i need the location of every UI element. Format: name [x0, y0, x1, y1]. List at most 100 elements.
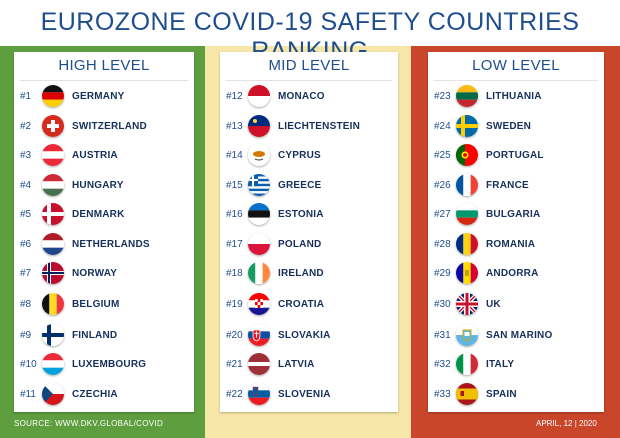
portugal-flag-icon [456, 144, 478, 166]
country-row: #19 CROATIA [220, 293, 398, 319]
country-row: #28 ROMANIA [428, 233, 604, 259]
rank-number: #14 [226, 150, 243, 161]
country-name: ITALY [486, 359, 515, 370]
uk-flag-icon [456, 293, 478, 315]
sweden-flag-icon [456, 115, 478, 137]
country-row: #3 AUSTRIA [14, 144, 194, 170]
country-name: MONACO [278, 91, 325, 102]
estonia-flag-icon [248, 203, 270, 225]
rank-number: #1 [20, 91, 32, 102]
rank-number: #33 [434, 389, 451, 400]
slovenia-flag-icon [248, 383, 270, 405]
country-name: NETHERLANDS [72, 239, 150, 250]
rank-number: #25 [434, 150, 451, 161]
andorra-flag-icon [456, 262, 478, 284]
rank-number: #15 [226, 180, 243, 191]
country-row: #15 GREECE [220, 174, 398, 200]
monaco-flag-icon [248, 85, 270, 107]
country-name: POLAND [278, 239, 322, 250]
poland-flag-icon [248, 233, 270, 255]
country-row: #13 LIECHTENSTEIN [220, 115, 398, 141]
country-name: SWITZERLAND [72, 121, 147, 132]
san-marino-flag-icon [456, 324, 478, 346]
rank-number: #22 [226, 389, 243, 400]
country-row: #9 FINLAND [14, 324, 194, 350]
rank-number: #7 [20, 268, 32, 279]
low-level-panel: LOW LEVEL #23 LITHUANIA #24 SWEDEN #25 PORTUG… [428, 52, 604, 412]
rank-number: #17 [226, 239, 243, 250]
low-level-heading: LOW LEVEL [472, 57, 560, 74]
france-flag-icon [456, 174, 478, 196]
mid-level-heading: MID LEVEL [268, 57, 350, 74]
title-bar: EUROZONE COVID-19 SAFETY COUNTRIES RANKI… [0, 0, 620, 65]
country-row: #7 NORWAY [14, 262, 194, 288]
country-name: SWEDEN [486, 121, 532, 132]
country-row: #6 NETHERLANDS [14, 233, 194, 259]
country-name: HUNGARY [72, 180, 124, 191]
country-row: #22 SLOVENIA [220, 383, 398, 409]
ireland-flag-icon [248, 262, 270, 284]
rank-number: #24 [434, 121, 451, 132]
country-row: #11 CZECHIA [14, 383, 194, 409]
lithuania-flag-icon [456, 85, 478, 107]
date-note: APRIL, 12 | 2020 [536, 419, 597, 428]
country-name: DENMARK [72, 209, 125, 220]
switzerland-flag-icon [42, 115, 64, 137]
rank-number: #21 [226, 359, 243, 370]
country-name: NORWAY [72, 268, 118, 279]
country-name: SAN MARINO [486, 330, 553, 341]
rank-number: #12 [226, 91, 243, 102]
rank-number: #2 [20, 121, 32, 132]
country-row: #20 SLOVAKIA [220, 324, 398, 350]
country-row: #17 POLAND [220, 233, 398, 259]
liechtenstein-flag-icon [248, 115, 270, 137]
country-row: #33 SPAIN [428, 383, 604, 409]
country-name: ANDORRA [486, 268, 539, 279]
czechia-flag-icon [42, 383, 64, 405]
rank-number: #8 [20, 299, 32, 310]
rank-number: #6 [20, 239, 32, 250]
country-row: #2 SWITZERLAND [14, 115, 194, 141]
country-name: GERMANY [72, 91, 125, 102]
country-row: #25 PORTUGAL [428, 144, 604, 170]
cyprus-flag-icon [248, 144, 270, 166]
denmark-flag-icon [42, 203, 64, 225]
high-level-panel: HIGH LEVEL #1 GERMANY #2 SWITZERLAND #3 AUSTR… [14, 52, 194, 412]
belgium-flag-icon [42, 293, 64, 315]
rank-number: #26 [434, 180, 451, 191]
country-name: BULGARIA [486, 209, 541, 220]
rank-number: #23 [434, 91, 451, 102]
high-level-heading: HIGH LEVEL [58, 57, 150, 74]
rank-number: #13 [226, 121, 243, 132]
country-row: #4 HUNGARY [14, 174, 194, 200]
netherlands-flag-icon [42, 233, 64, 255]
country-row: #32 ITALY [428, 353, 604, 379]
country-name: GREECE [278, 180, 322, 191]
country-row: #18 IRELAND [220, 262, 398, 288]
source-note: SOURCE: WWW.DKV.GLOBAL/COVID [14, 419, 164, 428]
rank-number: #3 [20, 150, 32, 161]
country-name: ESTONIA [278, 209, 324, 220]
country-name: AUSTRIA [72, 150, 118, 161]
heading-divider [20, 80, 188, 81]
country-row: #26 FRANCE [428, 174, 604, 200]
heading-divider [226, 80, 392, 81]
country-name: CZECHIA [72, 389, 118, 400]
country-name: ROMANIA [486, 239, 536, 250]
country-row: #23 LITHUANIA [428, 85, 604, 111]
country-row: #8 BELGIUM [14, 293, 194, 319]
rank-number: #32 [434, 359, 451, 370]
country-row: #5 DENMARK [14, 203, 194, 229]
hungary-flag-icon [42, 174, 64, 196]
country-name: IRELAND [278, 268, 324, 279]
norway-flag-icon [42, 262, 64, 284]
latvia-flag-icon [248, 353, 270, 375]
country-row: #14 CYPRUS [220, 144, 398, 170]
country-row: #10 LUXEMBOURG [14, 353, 194, 379]
germany-flag-icon [42, 85, 64, 107]
finland-flag-icon [42, 324, 64, 346]
country-name: FRANCE [486, 180, 529, 191]
country-row: #29 ANDORRA [428, 262, 604, 288]
country-row: #1 GERMANY [14, 85, 194, 111]
country-name: CROATIA [278, 299, 325, 310]
